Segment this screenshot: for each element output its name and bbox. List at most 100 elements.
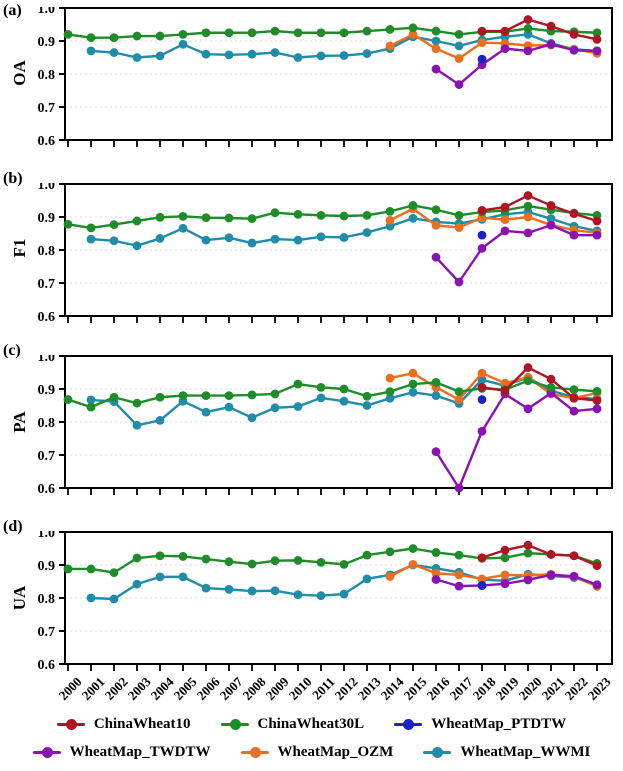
legend-marker-icon bbox=[220, 719, 249, 730]
series-point-WheatMap_WWMI bbox=[477, 375, 487, 385]
legend-label: WheatMap_WWMI bbox=[460, 744, 591, 760]
series-point-ChinaWheat30L bbox=[431, 205, 441, 215]
series-point-WheatMap_WWMI bbox=[316, 393, 326, 403]
series-point-ChinaWheat10 bbox=[592, 216, 602, 226]
y-tick-label: 0.6 bbox=[38, 658, 56, 673]
series-point-WheatMap_TWDTW bbox=[546, 570, 556, 580]
series-point-WheatMap_WWMI bbox=[178, 223, 188, 233]
series-point-WheatMap_WWMI bbox=[224, 233, 234, 243]
series-point-ChinaWheat30L bbox=[385, 25, 395, 34]
series-point-WheatMap_TWDTW bbox=[500, 226, 510, 236]
series-point-WheatMap_TWDTW bbox=[454, 483, 464, 493]
series-point-WheatMap_WWMI bbox=[109, 48, 119, 57]
series-point-ChinaWheat30L bbox=[247, 28, 257, 38]
series-point-ChinaWheat10 bbox=[569, 30, 579, 39]
y-tick-label: 0.7 bbox=[38, 449, 56, 464]
series-point-WheatMap_WWMI bbox=[408, 387, 418, 397]
series-point-WheatMap_WWMI bbox=[293, 590, 303, 600]
series-point-ChinaWheat30L bbox=[224, 391, 234, 400]
series-point-ChinaWheat30L bbox=[408, 544, 418, 553]
panel-c-letter: (c) bbox=[3, 342, 21, 359]
series-point-WheatMap_OZM bbox=[454, 395, 464, 404]
series-point-ChinaWheat30L bbox=[454, 387, 464, 397]
legend-marker-icon bbox=[423, 747, 452, 758]
legend-item-WheatMap_WWMI: WheatMap_WWMI bbox=[423, 744, 590, 761]
series-point-ChinaWheat30L bbox=[523, 24, 533, 33]
series-point-WheatMap_WWMI bbox=[454, 41, 464, 51]
series-point-ChinaWheat10 bbox=[477, 206, 487, 215]
series-point-ChinaWheat30L bbox=[63, 30, 73, 39]
series-point-ChinaWheat30L bbox=[454, 550, 464, 560]
series-point-ChinaWheat30L bbox=[362, 391, 372, 401]
series-line-ChinaWheat30L bbox=[68, 547, 598, 574]
series-point-WheatMap_WWMI bbox=[546, 214, 556, 224]
series-point-ChinaWheat30L bbox=[569, 385, 579, 395]
series-point-WheatMap_OZM bbox=[385, 373, 395, 383]
series-point-ChinaWheat10 bbox=[523, 15, 533, 24]
series-point-ChinaWheat30L bbox=[132, 398, 142, 408]
series-point-ChinaWheat30L bbox=[431, 26, 441, 36]
series-point-WheatMap_WWMI bbox=[86, 46, 96, 56]
series-point-WheatMap_WWMI bbox=[431, 36, 441, 46]
series-point-ChinaWheat30L bbox=[155, 392, 165, 402]
series-point-ChinaWheat30L bbox=[86, 564, 96, 574]
legend-marker-icon bbox=[240, 747, 269, 758]
y-tick-label: 0.8 bbox=[38, 244, 56, 259]
series-point-WheatMap_TWDTW bbox=[592, 230, 602, 240]
series-point-ChinaWheat30L bbox=[316, 557, 326, 567]
series-point-ChinaWheat30L bbox=[247, 390, 257, 400]
series-point-WheatMap_WWMI bbox=[201, 407, 211, 417]
series-point-ChinaWheat30L bbox=[247, 559, 257, 569]
legend-item-WheatMap_TWDTW: WheatMap_TWDTW bbox=[32, 744, 211, 761]
series-point-ChinaWheat10 bbox=[523, 540, 533, 550]
series-point-WheatMap_OZM bbox=[431, 220, 441, 230]
series-point-WheatMap_WWMI bbox=[316, 232, 326, 242]
series-point-WheatMap_WWMI bbox=[86, 593, 96, 603]
series-point-WheatMap_WWMI bbox=[86, 234, 96, 244]
series-point-ChinaWheat30L bbox=[523, 201, 533, 211]
series-point-ChinaWheat30L bbox=[132, 553, 142, 563]
series-point-ChinaWheat30L bbox=[155, 212, 165, 222]
series-point-WheatMap_OZM bbox=[454, 54, 464, 63]
series-point-ChinaWheat30L bbox=[201, 213, 211, 223]
series-point-WheatMap_WWMI bbox=[270, 234, 280, 244]
series-point-ChinaWheat10 bbox=[546, 374, 556, 384]
series-point-WheatMap_PTDTW bbox=[477, 230, 487, 240]
y-tick-label: 0.9 bbox=[38, 383, 56, 398]
series-point-WheatMap_OZM bbox=[477, 574, 487, 584]
y-tick-label: 0.7 bbox=[38, 277, 56, 292]
y-tick-label: 1.0 bbox=[38, 531, 56, 541]
series-point-ChinaWheat30L bbox=[270, 556, 280, 566]
series-point-WheatMap_TWDTW bbox=[546, 220, 556, 230]
series-point-WheatMap_TWDTW bbox=[546, 39, 556, 49]
series-point-ChinaWheat30L bbox=[63, 564, 73, 574]
series-point-ChinaWheat10 bbox=[569, 551, 579, 561]
series-point-ChinaWheat30L bbox=[546, 382, 556, 392]
series-point-WheatMap_OZM bbox=[385, 572, 395, 581]
series-point-WheatMap_OZM bbox=[500, 378, 510, 388]
series-point-WheatMap_TWDTW bbox=[431, 447, 441, 457]
series-point-WheatMap_OZM bbox=[431, 44, 441, 53]
series-point-ChinaWheat30L bbox=[523, 376, 533, 386]
legend-item-WheatMap_PTDTW: WheatMap_PTDTW bbox=[394, 716, 566, 733]
series-point-WheatMap_WWMI bbox=[132, 579, 142, 589]
series-point-WheatMap_WWMI bbox=[132, 53, 142, 62]
series-point-ChinaWheat30L bbox=[247, 214, 257, 224]
series-point-WheatMap_OZM bbox=[408, 559, 418, 569]
series-point-ChinaWheat30L bbox=[63, 219, 73, 229]
panel-b-letter: (b) bbox=[3, 170, 23, 187]
series-point-ChinaWheat30L bbox=[454, 210, 464, 220]
series-point-ChinaWheat30L bbox=[385, 206, 395, 216]
series-point-WheatMap_PTDTW bbox=[477, 54, 487, 64]
series-point-ChinaWheat10 bbox=[546, 550, 556, 559]
series-point-ChinaWheat30L bbox=[408, 379, 418, 389]
series-point-WheatMap_WWMI bbox=[247, 586, 257, 596]
series-point-WheatMap_OZM bbox=[385, 41, 395, 51]
series-point-ChinaWheat30L bbox=[155, 31, 165, 41]
y-tick-label: 0.6 bbox=[38, 310, 56, 325]
series-line-WheatMap_OZM bbox=[389, 207, 598, 235]
legend-marker-icon bbox=[56, 719, 85, 730]
series-point-WheatMap_TWDTW bbox=[592, 404, 602, 414]
series-point-WheatMap_TWDTW bbox=[569, 571, 579, 581]
series-point-ChinaWheat30L bbox=[454, 30, 464, 39]
